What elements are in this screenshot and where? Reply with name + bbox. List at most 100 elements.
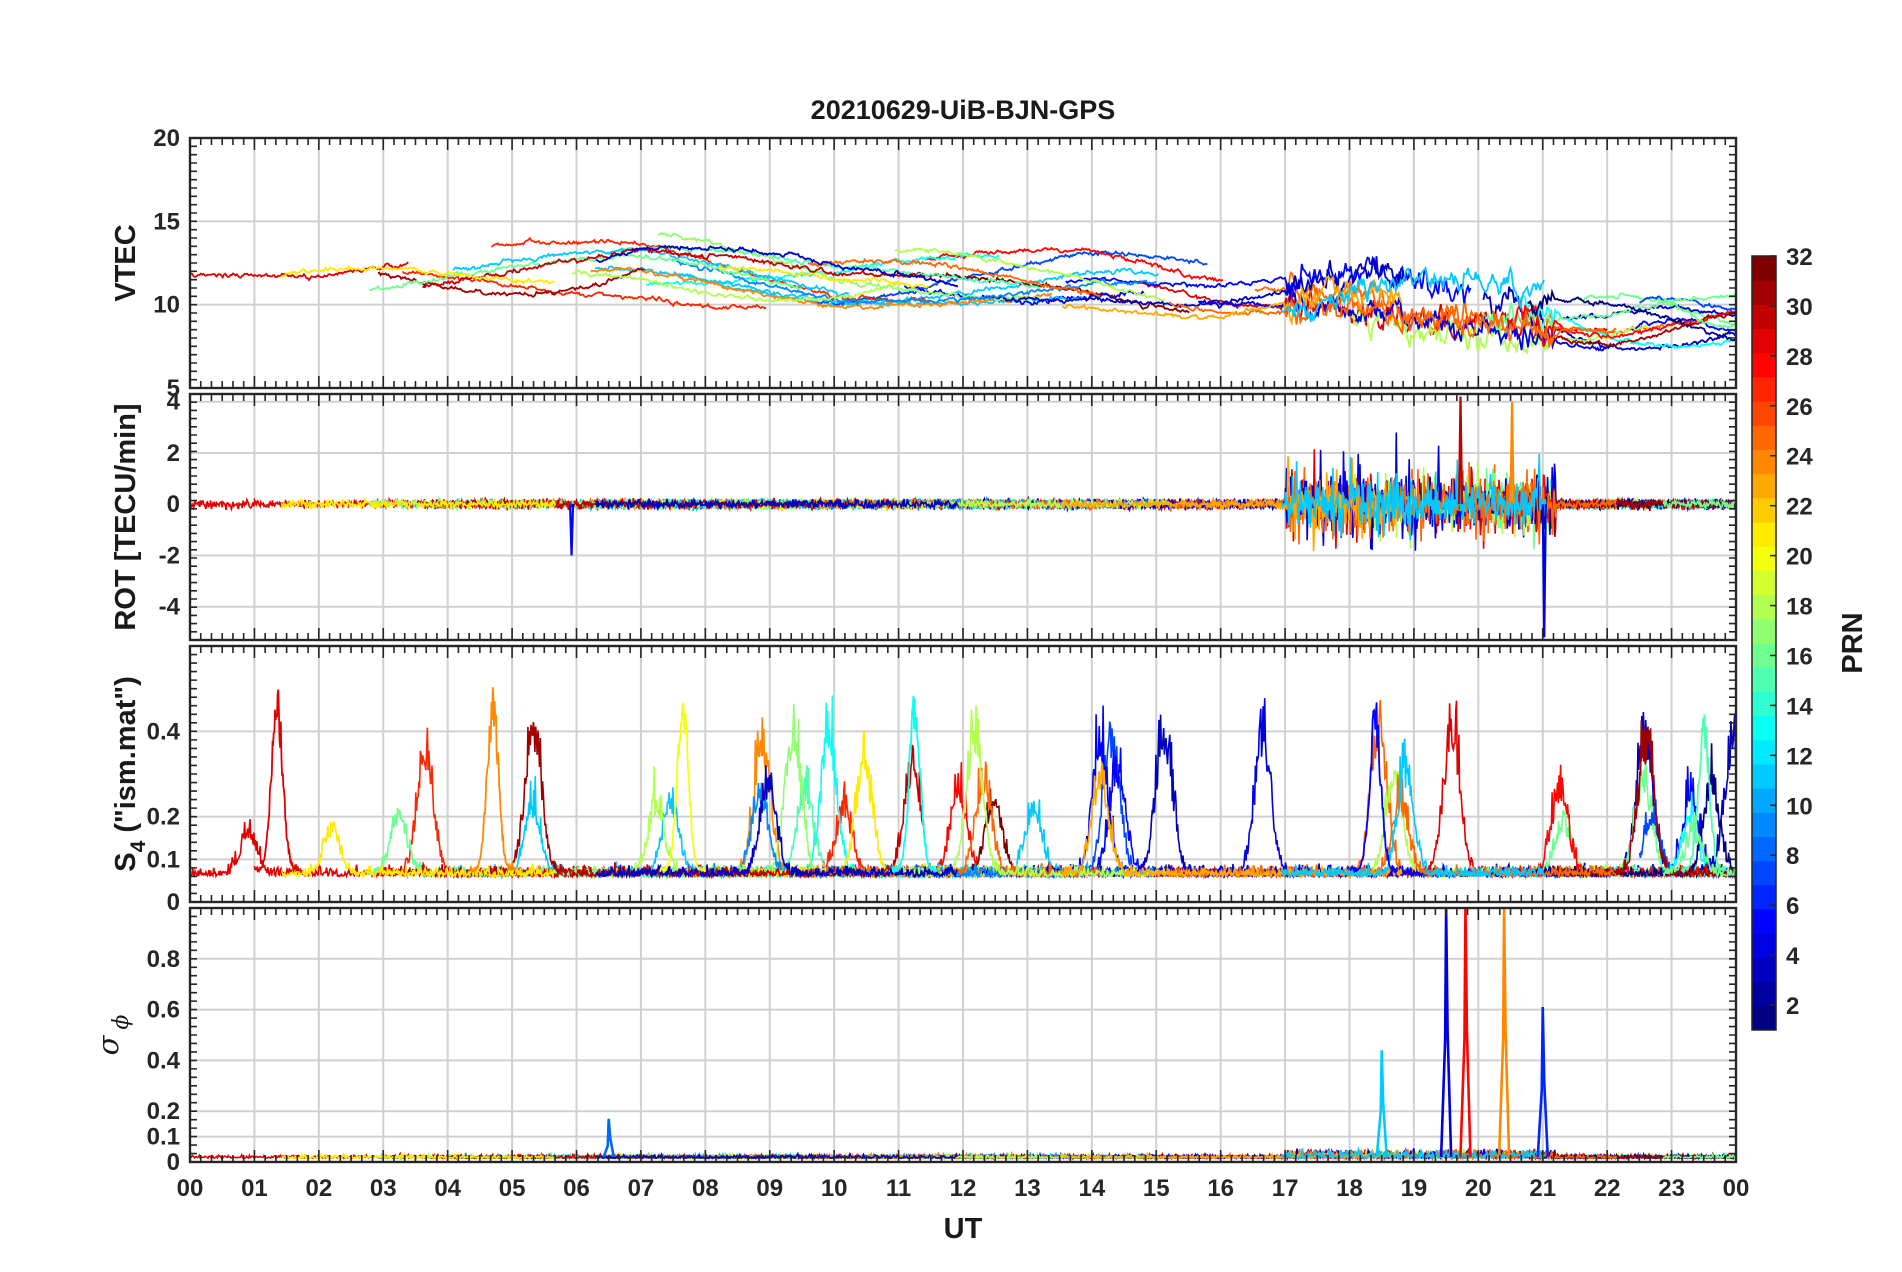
x-tick-label: 04: [434, 1175, 461, 1202]
y-tick-label: 0.2: [147, 804, 180, 831]
colorbar-step: [1752, 957, 1776, 983]
vtec-axes: [188, 136, 1738, 390]
x-tick-label: 11: [886, 1175, 911, 1202]
x-tick-label: 01: [241, 1175, 268, 1202]
y-tick-label: 0.6: [147, 997, 180, 1024]
x-tick-label: 07: [628, 1175, 655, 1202]
s4-peak: [1680, 714, 1727, 875]
colorbar-step: [1752, 691, 1776, 717]
vtec-line: [1551, 311, 1736, 348]
x-tick-label: 21: [1529, 1175, 1556, 1202]
colorbar-step: [1752, 352, 1776, 378]
colorbar-step: [1752, 256, 1776, 281]
svg-text:σϕ: σϕ: [91, 1015, 134, 1056]
vtec-line: [926, 246, 1224, 282]
vtec-gridlines: [190, 138, 1736, 388]
y-tick-label: 0.8: [147, 946, 180, 973]
vtec-line: [571, 269, 898, 303]
x-tick-label: 16: [1207, 1175, 1234, 1202]
colorbar-step: [1752, 715, 1776, 741]
colorbar-frame: [1751, 255, 1777, 1031]
colorbar-step: [1752, 909, 1776, 934]
axis-box: [188, 644, 1738, 904]
vtec-y-ticks: 5 10 15 20: [153, 125, 180, 402]
axis-box: [188, 906, 1738, 1164]
vtec-line: [422, 247, 926, 288]
x-tick-label: 12: [950, 1175, 977, 1202]
colorbar-step: [1752, 473, 1776, 499]
x-tick-label: 18: [1336, 1175, 1363, 1202]
colorbar-tick-label: 26: [1786, 394, 1813, 421]
colorbar-step: [1752, 667, 1776, 692]
x-tick-label: 15: [1143, 1175, 1170, 1202]
vtec-line: [595, 244, 959, 288]
sigma-phi-line: [595, 1151, 958, 1161]
vtec-line: [903, 285, 1145, 306]
rot-line: [1551, 496, 1736, 537]
s4-line: [1662, 815, 1736, 878]
x-tick-label: 23: [1658, 1175, 1685, 1202]
x-tick-labels: 00 01 02 03 04 05 06 07 08 09 10 11 12 13 14 15 16 17 18 19…: [177, 1175, 1750, 1202]
sigma-phi-gridlines: [190, 908, 1736, 1162]
colorbar-step: [1752, 1005, 1776, 1031]
y-tick-label: 10: [153, 292, 180, 319]
s4-y-label-sub: 4: [127, 840, 150, 852]
sigma-phi-spike: [1459, 908, 1472, 1157]
x-tick-label: 14: [1078, 1175, 1105, 1202]
sigma-phi-spike: [1497, 908, 1511, 1157]
sigma-phi-axes: [188, 906, 1738, 1164]
s4-line: [490, 781, 932, 880]
y-tick-label: 0: [167, 889, 180, 916]
sigma-phi-spike: [1375, 1050, 1389, 1158]
colorbar-step: [1752, 739, 1776, 765]
vtec-line: [894, 247, 1166, 302]
colorbar-step: [1752, 933, 1776, 958]
colorbar-tick-label: 10: [1786, 793, 1813, 820]
sigma-phi-spike: [1536, 1007, 1550, 1157]
s4-peak: [659, 702, 707, 873]
s4-peak: [469, 687, 517, 874]
rot-y-label: ROT [TECU/min]: [110, 403, 142, 630]
y-tick-label: 0: [167, 1149, 180, 1176]
rot-line: [1662, 497, 1736, 511]
s4-line: [280, 820, 556, 880]
colorbar-tick-label: 16: [1786, 643, 1813, 670]
s4-y-label: S4 ("ism.mat"): [110, 676, 150, 872]
y-tick-label: 0.1: [147, 846, 180, 873]
colorbar-step: [1752, 449, 1776, 475]
colorbar-tick-label: 30: [1786, 294, 1813, 321]
rot-y-ticks: -4 -2 0 2 4: [159, 389, 181, 621]
y-tick-label: 2: [167, 440, 180, 467]
colorbar-gradient: [1751, 255, 1777, 1031]
vtec-line: [1168, 293, 1617, 348]
vtec-line: [190, 261, 409, 282]
colorbar-step: [1752, 546, 1776, 571]
vtec-line: [368, 253, 803, 291]
colorbar-tick-label: 28: [1786, 344, 1813, 371]
chart-title: 20210629-UiB-BJN-GPS: [811, 95, 1116, 125]
y-tick-label: -4: [159, 594, 181, 621]
vtec-line: [1630, 317, 1736, 333]
vtec-panel: 5 10 15 20 VTEC: [110, 125, 1738, 402]
vtec-line: [615, 244, 1042, 291]
colorbar-step: [1752, 860, 1776, 886]
x-tick-label: 08: [692, 1175, 719, 1202]
y-tick-label: 0.2: [147, 1098, 180, 1125]
x-tick-label: 02: [305, 1175, 332, 1202]
y-tick-label: 0.1: [147, 1124, 180, 1151]
sigma-phi-y-label-sub: ϕ: [109, 1015, 134, 1030]
colorbar-step: [1752, 304, 1776, 330]
sigma-phi-line: [1662, 1152, 1736, 1160]
colorbar-step: [1752, 328, 1776, 354]
rot-line: [595, 496, 959, 512]
vtec-y-label: VTEC: [110, 224, 142, 301]
s4-axes: [188, 644, 1738, 904]
rot-line: [280, 496, 556, 512]
vtec-line: [280, 264, 555, 285]
x-tick-label: 00: [177, 1175, 204, 1202]
colorbar-tick-label: 32: [1786, 244, 1813, 271]
x-tick-label: 17: [1272, 1175, 1299, 1202]
vtec-line: [814, 249, 1208, 306]
